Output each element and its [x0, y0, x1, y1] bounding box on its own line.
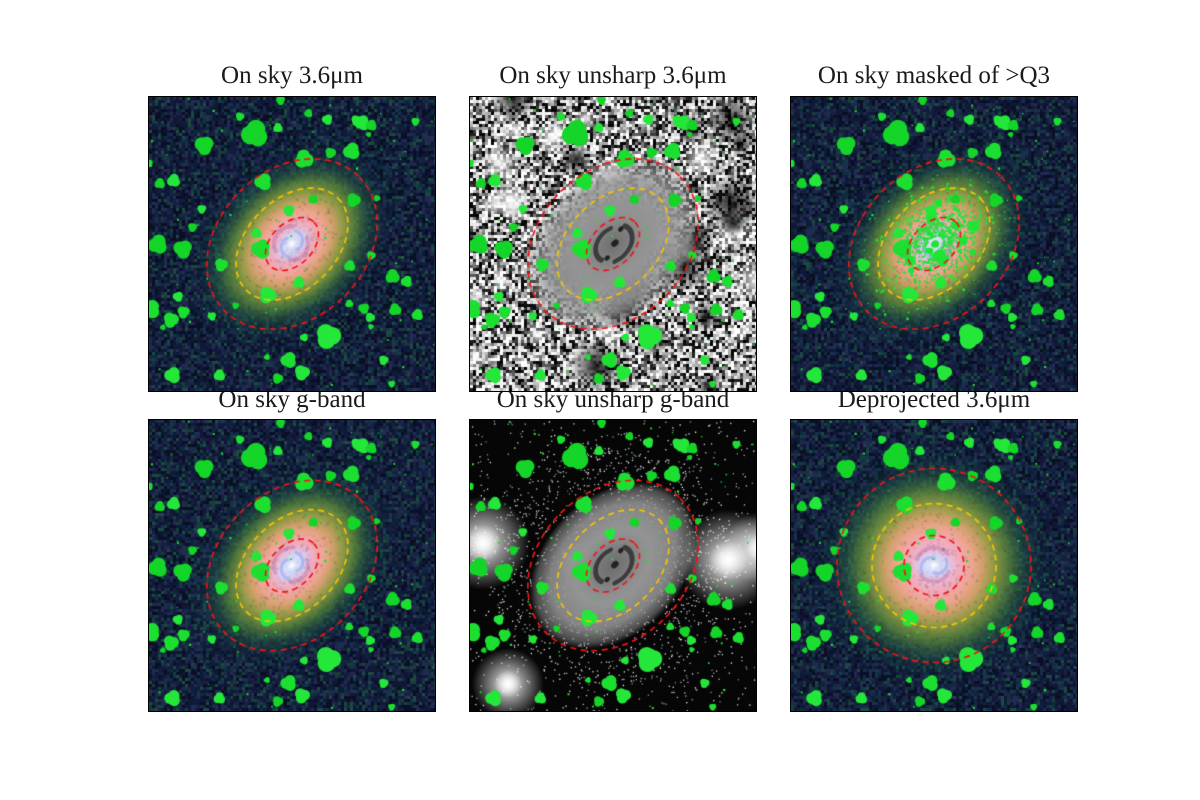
panel-title-on-sky-unsharp-36um: On sky unsharp 3.6μm — [499, 62, 727, 89]
galaxy-image-on-sky-36um — [148, 96, 436, 392]
galaxy-image-on-sky-masked-q3 — [790, 96, 1078, 392]
panel-title-on-sky-masked-q3: On sky masked of >Q3 — [817, 62, 1051, 89]
galaxy-image-on-sky-unsharp-36um — [469, 96, 757, 392]
galaxy-image-on-sky-unsharp-g-band — [469, 419, 757, 712]
galaxy-image-deprojected-36um — [790, 419, 1078, 712]
galaxy-image-on-sky-g-band — [148, 419, 436, 712]
panel-title-on-sky-36um: On sky 3.6μm — [221, 62, 363, 89]
